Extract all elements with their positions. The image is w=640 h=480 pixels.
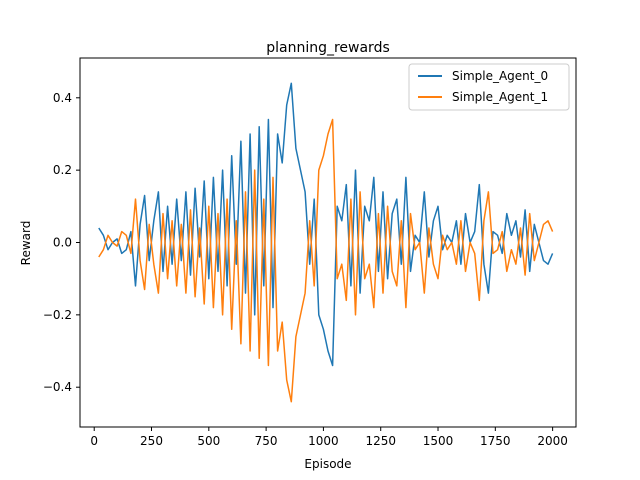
series-layer	[98, 82, 554, 403]
y-axis: −0.4 −0.2 0.0 0.2 0.4	[43, 91, 80, 394]
x-tick-label: 750	[255, 434, 278, 448]
axes-background	[80, 58, 576, 427]
x-tick-label: 1750	[480, 434, 511, 448]
legend-box	[408, 63, 570, 111]
y-tick-label: 0.0	[53, 236, 72, 250]
x-tick-label: 1000	[308, 434, 339, 448]
x-axis-label: Episode	[304, 457, 351, 471]
x-tick-label: 0	[90, 434, 98, 448]
x-tick-label: 250	[140, 434, 163, 448]
x-tick-label: 2000	[537, 434, 568, 448]
x-tick-label: 1250	[365, 434, 396, 448]
series-line-simple-agent-1	[98, 118, 554, 403]
y-tick-label: 0.2	[53, 163, 72, 177]
x-tick-label: 1500	[423, 434, 454, 448]
y-tick-label: −0.4	[43, 380, 72, 394]
legend: Simple_Agent_0 Simple_Agent_1	[408, 63, 570, 111]
y-axis-label: Reward	[19, 221, 33, 266]
chart-title: planning_rewards	[266, 40, 390, 56]
legend-label-agent-0: Simple_Agent_0	[452, 69, 548, 83]
y-tick-label: 0.4	[53, 91, 72, 105]
series-line-simple-agent-0	[98, 82, 554, 367]
legend-label-agent-1: Simple_Agent_1	[452, 90, 548, 104]
plot-area	[79, 57, 577, 428]
x-tick-label: 500	[197, 434, 220, 448]
y-tick-label: −0.2	[43, 308, 72, 322]
x-axis: 0 250 500 750 1000 1250 1500 1750 2000	[90, 427, 568, 448]
